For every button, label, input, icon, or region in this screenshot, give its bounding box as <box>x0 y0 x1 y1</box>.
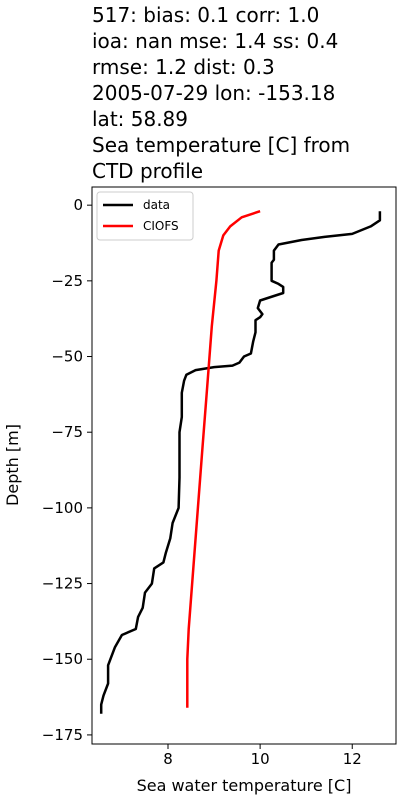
legend-label-ciofs: CIOFS <box>143 219 179 233</box>
y-tick-label: −125 <box>42 575 83 593</box>
legend: data CIOFS <box>96 191 194 241</box>
y-axis-label: Depth [m] <box>3 424 22 506</box>
y-tick-label: −50 <box>51 348 83 366</box>
y-tick-label: −100 <box>42 499 83 517</box>
y-tick-label: −75 <box>51 423 83 441</box>
series-line-ciofs <box>186 210 261 708</box>
y-tick-label: −150 <box>42 650 83 668</box>
title-line: 2005-07-29 lon: -153.18 <box>92 81 336 105</box>
title-line: rmse: 1.2 dist: 0.3 <box>92 55 275 79</box>
y-axis-ticks: 0 −25 −50 −75 −100 −125 −150 −175 <box>42 196 92 744</box>
title-line: ioa: nan mse: 1.4 ss: 0.4 <box>92 29 339 53</box>
title-line: lat: 58.89 <box>92 107 189 131</box>
plot-frame <box>91 186 397 745</box>
x-tick-label: 8 <box>163 750 173 768</box>
y-tick-label: −25 <box>51 272 83 290</box>
title-line: Sea temperature [C] from <box>92 133 351 157</box>
y-tick-label: 0 <box>73 196 83 214</box>
chart-title: 517: bias: 0.1 corr: 1.0 ioa: nan mse: 1… <box>92 2 398 184</box>
series-line-data <box>99 211 382 714</box>
title-line: 517: bias: 0.1 corr: 1.0 <box>92 3 320 27</box>
x-axis-label: Sea water temperature [C] <box>137 776 352 795</box>
series-layer <box>99 210 382 714</box>
x-axis-ticks: 8 10 12 <box>163 744 362 768</box>
y-tick-label: −175 <box>42 726 83 744</box>
legend-label-data: data <box>143 198 170 212</box>
title-line: CTD profile <box>92 159 204 183</box>
x-tick-label: 10 <box>251 750 270 768</box>
x-tick-label: 12 <box>343 750 362 768</box>
